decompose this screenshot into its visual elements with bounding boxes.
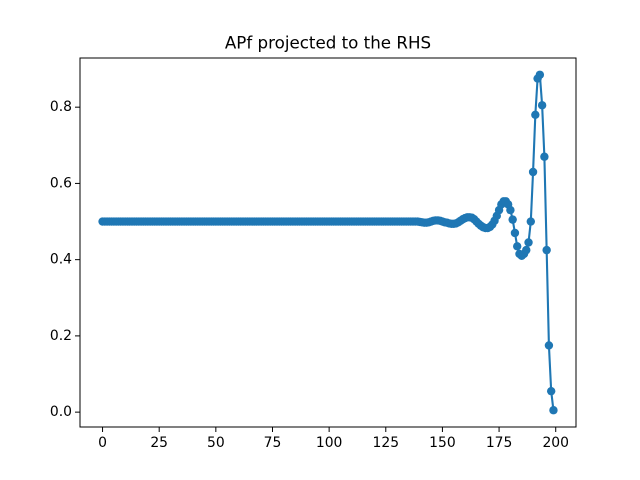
x-tick-label: 125	[373, 435, 400, 451]
point	[506, 205, 515, 215]
y-tick-label: 0.2	[50, 328, 72, 344]
y-tick-label: 0.6	[50, 175, 72, 191]
y-tick-label: 0.8	[50, 99, 72, 115]
point	[549, 406, 558, 415]
y-tick-label: 0.4	[50, 252, 72, 268]
point	[513, 242, 522, 251]
x-tick-label: 150	[429, 435, 456, 451]
point	[522, 245, 531, 255]
x-tick-label: 100	[316, 435, 343, 451]
chart-title: APf projected to the RHS	[225, 33, 431, 53]
x-tick-label: 50	[207, 435, 225, 451]
point	[528, 167, 538, 177]
point	[546, 386, 556, 396]
y-tick-label: 0.0	[50, 404, 72, 420]
point	[526, 217, 535, 226]
x-tick-label: 175	[486, 435, 513, 451]
plot-frame	[79, 57, 577, 428]
point	[537, 101, 547, 110]
point	[535, 70, 545, 79]
x-tick-label: 25	[150, 435, 168, 451]
point	[531, 110, 540, 119]
x-tick-label: 0	[98, 435, 107, 451]
point	[508, 215, 517, 224]
point	[510, 228, 520, 238]
x-tick-label: 200	[542, 435, 569, 451]
point	[544, 341, 554, 350]
point	[524, 238, 533, 247]
x-tick-label: 75	[264, 435, 282, 451]
point	[542, 245, 551, 255]
point	[540, 152, 549, 161]
